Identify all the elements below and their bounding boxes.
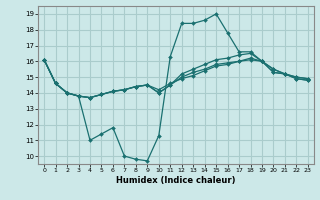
- X-axis label: Humidex (Indice chaleur): Humidex (Indice chaleur): [116, 176, 236, 185]
